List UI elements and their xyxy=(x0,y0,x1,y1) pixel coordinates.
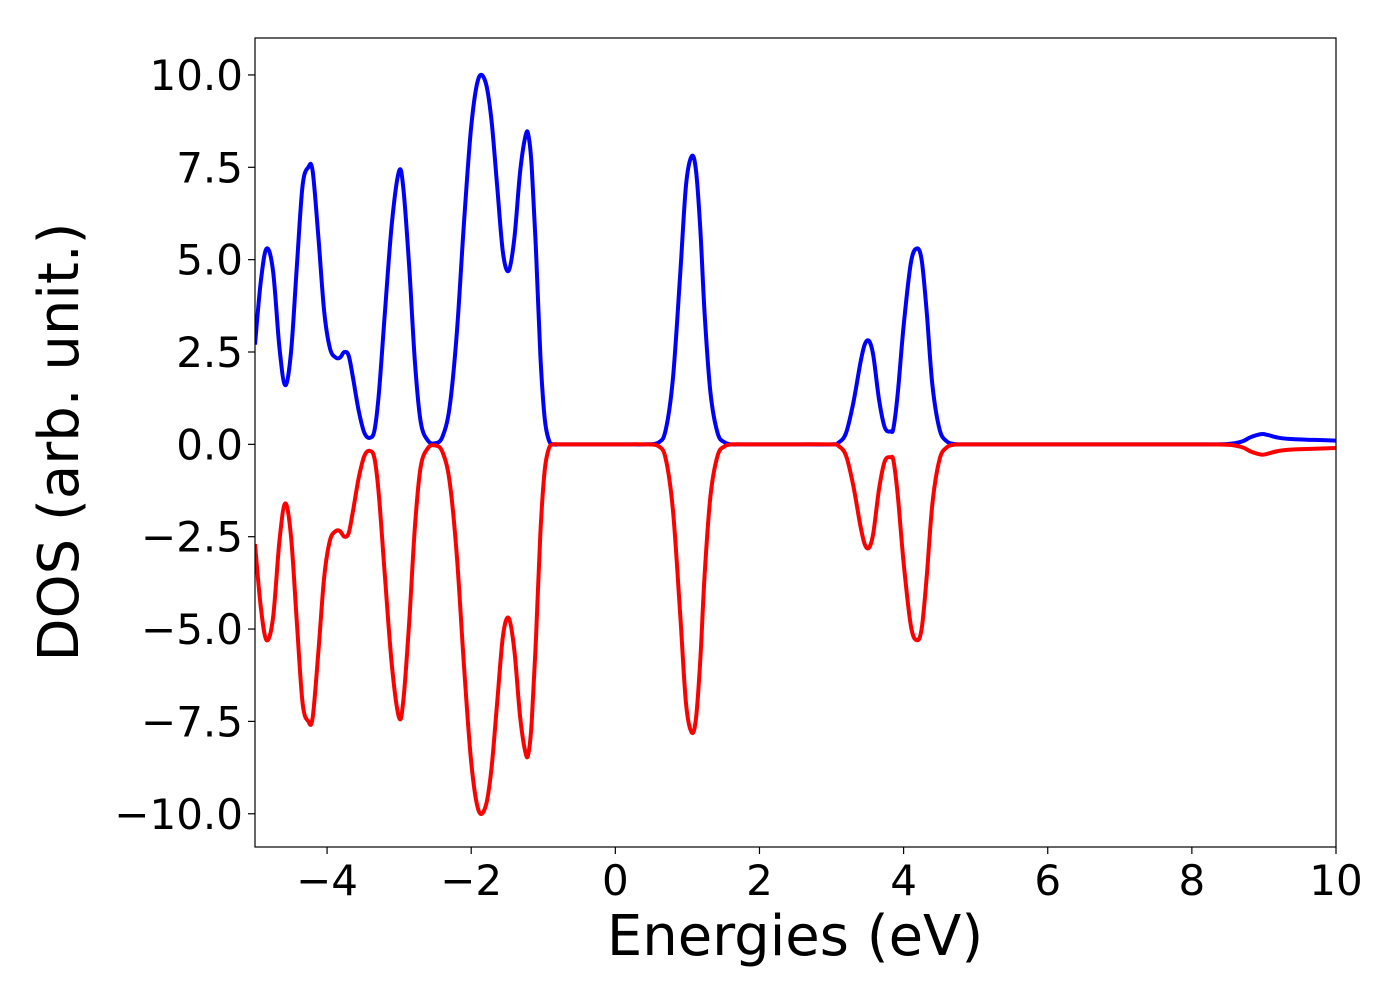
y-axis-ticks: 10.0 7.5 5.0 2.5 0.0 −2.5 −5.0 −7.5 −10.0 xyxy=(114,51,255,839)
x-tick-label: 6 xyxy=(1034,856,1061,905)
y-tick-label: −10.0 xyxy=(114,790,243,839)
y-tick-label: −5.0 xyxy=(141,605,243,654)
x-tick-label: 0 xyxy=(602,856,629,905)
dos-series-line-2 xyxy=(255,442,1336,816)
y-tick-label: 0.0 xyxy=(176,420,243,469)
x-tick-label: 4 xyxy=(890,856,917,905)
x-tick-label: −4 xyxy=(296,856,358,905)
x-tick-label: 10 xyxy=(1309,856,1362,905)
x-tick-label: −2 xyxy=(440,856,502,905)
y-tick-label: 2.5 xyxy=(176,328,243,377)
x-axis-ticks: −4 −2 0 2 4 6 8 10 xyxy=(296,847,1363,905)
dos-series-line-1 xyxy=(255,72,1336,447)
x-tick-label: 8 xyxy=(1178,856,1205,905)
y-tick-label: 5.0 xyxy=(176,236,243,285)
x-tick-label: 2 xyxy=(746,856,773,905)
y-axis-label: DOS (arb. unit.) xyxy=(27,222,92,661)
y-tick-label: 7.5 xyxy=(176,143,243,192)
plot-frame xyxy=(254,37,1337,848)
series-layer xyxy=(255,72,1336,816)
y-tick-label: −7.5 xyxy=(141,697,243,746)
y-tick-label: 10.0 xyxy=(149,51,243,100)
y-tick-label: −2.5 xyxy=(141,513,243,562)
x-axis-label: Energies (eV) xyxy=(607,904,983,969)
